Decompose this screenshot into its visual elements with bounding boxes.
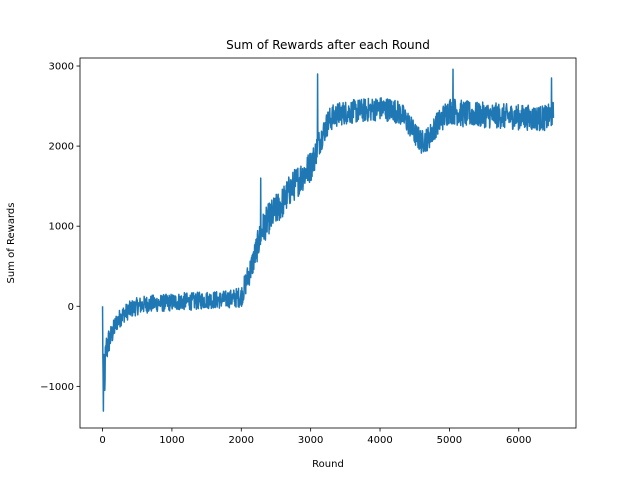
y-tick-label: 2000	[49, 142, 74, 153]
chart-title: Sum of Rewards after each Round	[226, 38, 430, 52]
x-tick-label: 6000	[506, 435, 531, 446]
axes-frame	[79, 57, 577, 429]
x-tick-label: 4000	[367, 435, 392, 446]
y-axis-label: Sum of Rewards	[6, 203, 17, 284]
x-tick-label: 2000	[229, 435, 254, 446]
x-axis-label: Round	[312, 459, 344, 470]
x-tick-label: 0	[99, 435, 105, 446]
x-tick-label: 3000	[298, 435, 323, 446]
y-tick-label: 3000	[49, 62, 74, 73]
x-axis: 0 1000 2000 3000 4000 5000 6000	[99, 428, 531, 446]
x-tick-label: 1000	[159, 435, 184, 446]
y-tick-label: −1000	[40, 382, 74, 393]
plot-area	[101, 68, 555, 412]
y-tick-label: 0	[68, 302, 74, 313]
x-tick-label: 5000	[437, 435, 462, 446]
y-tick-label: 1000	[49, 222, 74, 233]
y-axis: −1000 0 1000 2000 3000	[40, 62, 80, 393]
series-line	[101, 68, 555, 412]
